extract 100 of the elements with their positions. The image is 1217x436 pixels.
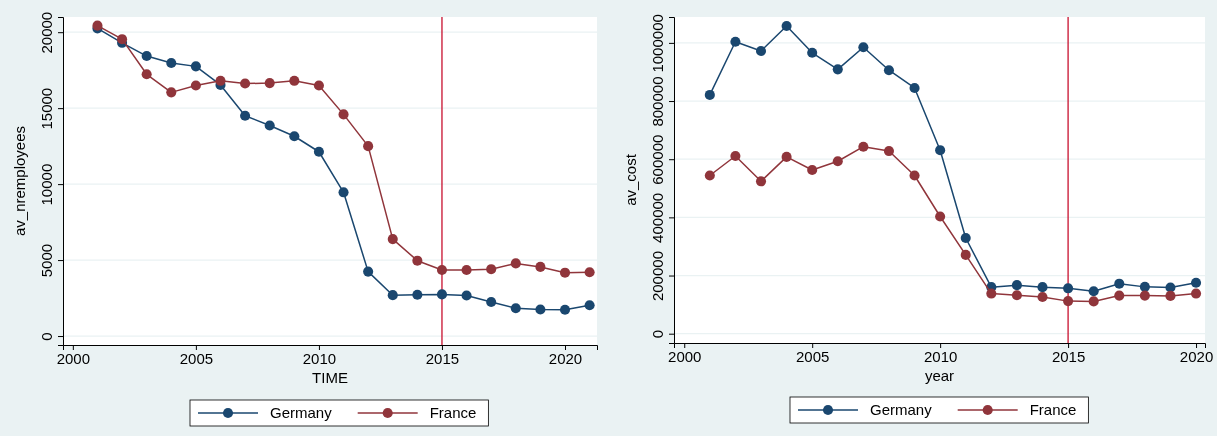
point (313, 146, 324, 157)
point (755, 176, 767, 187)
y-axis-title: av_cost (622, 153, 639, 206)
point (909, 82, 920, 93)
y-tick-label: 200000 (649, 251, 666, 302)
point (730, 150, 741, 162)
point (858, 42, 869, 53)
point (704, 89, 715, 100)
point (559, 304, 571, 315)
legend-label: France (429, 404, 477, 421)
point (781, 151, 792, 162)
point (807, 164, 818, 175)
point (935, 211, 946, 222)
x-axis-title: year (924, 367, 955, 384)
point (1088, 286, 1099, 297)
x-tick-label: 2005 (179, 349, 214, 367)
point (338, 109, 349, 120)
y-tick-label: 10000 (38, 163, 55, 206)
point (535, 261, 546, 272)
point (832, 156, 843, 167)
point (559, 267, 571, 278)
point (1114, 290, 1125, 301)
point (1139, 281, 1150, 292)
point (535, 304, 546, 315)
y-tick-label: 1000000 (649, 14, 666, 73)
point (215, 75, 226, 86)
point (584, 300, 595, 311)
point (584, 267, 595, 278)
point (363, 266, 374, 277)
x-tick-label: 2020 (548, 349, 583, 367)
x-tick-label: 2015 (425, 349, 460, 367)
y-axis-title: av_nremployees (11, 125, 28, 237)
point (730, 36, 741, 47)
y-tick-label: 800000 (649, 76, 666, 127)
point (883, 65, 895, 76)
point (1011, 280, 1022, 291)
point (1037, 292, 1048, 303)
point (858, 141, 869, 152)
x-tick-label: 2015 (1051, 347, 1086, 365)
point (510, 258, 521, 269)
point (461, 264, 472, 275)
point (486, 264, 497, 275)
point (832, 64, 843, 75)
point (1088, 296, 1099, 307)
point (313, 80, 324, 91)
point (960, 249, 971, 260)
point (1191, 277, 1202, 288)
point (510, 303, 521, 314)
point (461, 290, 472, 301)
point (412, 255, 423, 266)
point (264, 78, 275, 89)
point (909, 170, 920, 181)
point (166, 87, 177, 98)
x-axis-title: TIME (312, 369, 348, 386)
point (704, 170, 715, 181)
point (141, 69, 152, 80)
x-tick-label: 2010 (923, 347, 958, 365)
point (338, 187, 349, 198)
point (363, 141, 374, 152)
y-tick-label: 0 (649, 330, 666, 339)
point (436, 289, 448, 300)
point (387, 290, 398, 301)
x-tick-label: 2000 (668, 347, 702, 365)
point (1165, 290, 1176, 301)
y-tick-label: 5000 (38, 243, 55, 278)
point (1191, 288, 1202, 299)
point (986, 288, 997, 299)
point (289, 75, 300, 86)
legend-label: France (1029, 401, 1077, 418)
point (240, 78, 251, 89)
point (240, 110, 251, 121)
point (755, 45, 767, 57)
point (781, 20, 792, 32)
point (289, 131, 300, 142)
point (1011, 290, 1022, 301)
point (166, 58, 177, 69)
point (1139, 290, 1150, 301)
point (883, 146, 895, 157)
legend-label: Germany (870, 401, 933, 418)
point (436, 264, 448, 275)
point (960, 232, 971, 244)
point (141, 51, 152, 62)
y-tick-label: 15000 (38, 87, 55, 130)
y-tick-label: 20000 (38, 11, 55, 54)
point (1063, 283, 1074, 294)
point (1037, 282, 1048, 293)
y-tick-label: 400000 (649, 192, 666, 243)
y-tick-label: 0 (38, 332, 55, 341)
x-tick-label: 2005 (796, 347, 830, 365)
point (190, 80, 201, 91)
x-tick-label: 2020 (1179, 347, 1214, 365)
point (412, 289, 423, 300)
y-tick-label: 600000 (649, 134, 666, 185)
point (264, 120, 275, 131)
legend-label: Germany (270, 404, 333, 421)
point (190, 61, 201, 72)
point (807, 47, 818, 58)
x-tick-label: 2000 (56, 349, 91, 367)
point (935, 145, 946, 156)
point (1063, 296, 1074, 307)
